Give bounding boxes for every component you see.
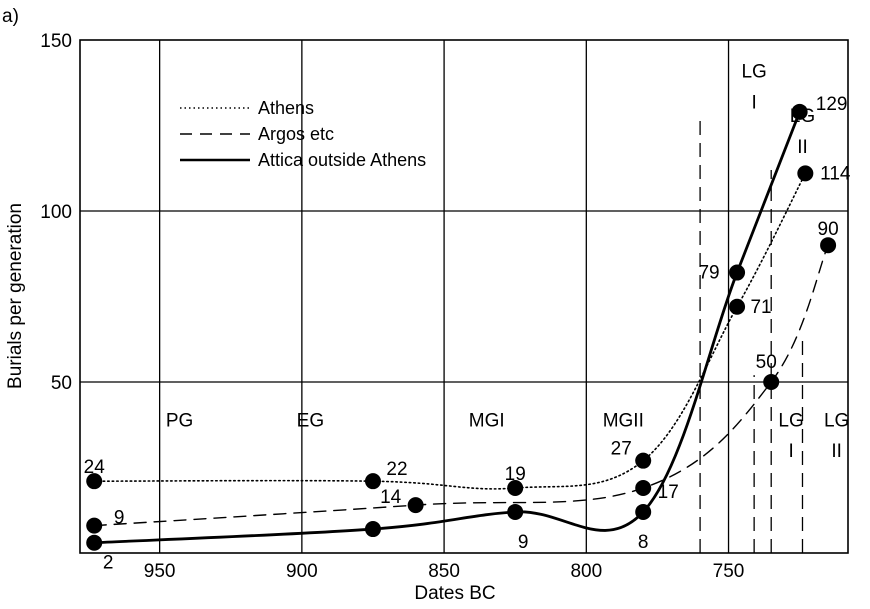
data-point — [729, 264, 746, 281]
period-labels: PGEGMGIMGIILGILGIILGILGII — [166, 62, 849, 463]
series-line-attica-outside-athens — [92, 110, 802, 545]
data-label: 19 — [505, 464, 526, 485]
data-point — [763, 374, 780, 390]
data-point — [635, 452, 652, 469]
legend-label: Argos etc — [258, 124, 334, 144]
y-axis-title: Burials per generation — [5, 203, 26, 389]
x-tick-label: 800 — [570, 561, 602, 582]
period-label: II — [797, 137, 808, 158]
y-tick-label: 50 — [51, 373, 72, 394]
data-label: 14 — [380, 487, 402, 508]
data-label: 24 — [84, 457, 106, 478]
y-tick-label: 150 — [40, 31, 72, 52]
data-point — [635, 480, 652, 497]
data-label: 114 — [820, 163, 851, 184]
period-dividers — [699, 115, 804, 553]
series-line-athens — [93, 172, 807, 490]
period-label: LG — [778, 410, 803, 431]
data-label: 129 — [816, 94, 848, 115]
plot-frame — [79, 39, 849, 554]
data-point — [364, 521, 381, 538]
legend-label: Attica outside Athens — [258, 150, 426, 170]
data-point — [86, 473, 103, 490]
x-tick-label: 850 — [428, 561, 460, 582]
period-label: MGII — [603, 410, 644, 431]
period-label: LG — [741, 62, 766, 83]
data-label: 50 — [756, 352, 777, 373]
data-label: 8 — [638, 532, 649, 553]
data-point — [791, 103, 808, 120]
data-point — [820, 237, 837, 254]
data-label: 90 — [818, 219, 839, 240]
data-point — [507, 480, 524, 497]
series-lines — [92, 110, 829, 545]
panel-label: a) — [2, 6, 19, 27]
period-label: LG — [824, 410, 849, 431]
x-tick-label: 950 — [144, 561, 176, 582]
data-label: 71 — [750, 297, 771, 318]
data-point — [407, 497, 424, 514]
data-label: 9 — [518, 532, 529, 553]
period-label: MGI — [469, 410, 505, 431]
y-tick-label: 100 — [40, 202, 72, 223]
period-label: I — [751, 92, 756, 113]
axis-ticks: 950 900 850 800 750 50 100 150 — [40, 31, 744, 582]
data-labels: 24 22 19 27 71 114 9 14 17 50 90 2 9 8 79 129 — [84, 94, 851, 574]
data-point — [635, 503, 652, 520]
data-point — [507, 503, 524, 520]
legend: Athens Argos etc Attica outside Athens — [180, 98, 426, 170]
data-label: 9 — [114, 508, 125, 529]
period-label: PG — [166, 410, 193, 431]
data-label: 79 — [698, 263, 719, 284]
period-label: EG — [297, 410, 324, 431]
data-point — [86, 534, 103, 551]
legend-label: Athens — [258, 98, 314, 118]
data-label: 22 — [386, 459, 407, 480]
x-tick-label: 900 — [286, 561, 318, 582]
period-label: I — [788, 441, 793, 462]
grid — [80, 40, 848, 553]
x-axis-title: Dates BC — [414, 583, 495, 604]
data-point — [86, 517, 103, 534]
series-line-argos-etc — [93, 244, 829, 527]
data-label: 2 — [103, 553, 114, 574]
data-label: 27 — [611, 439, 632, 460]
data-point — [364, 473, 381, 490]
data-label: 17 — [658, 482, 679, 503]
data-points — [86, 103, 837, 551]
data-point — [797, 165, 814, 182]
x-tick-label: 750 — [713, 561, 745, 582]
data-point — [729, 298, 746, 315]
period-label: II — [831, 441, 842, 462]
